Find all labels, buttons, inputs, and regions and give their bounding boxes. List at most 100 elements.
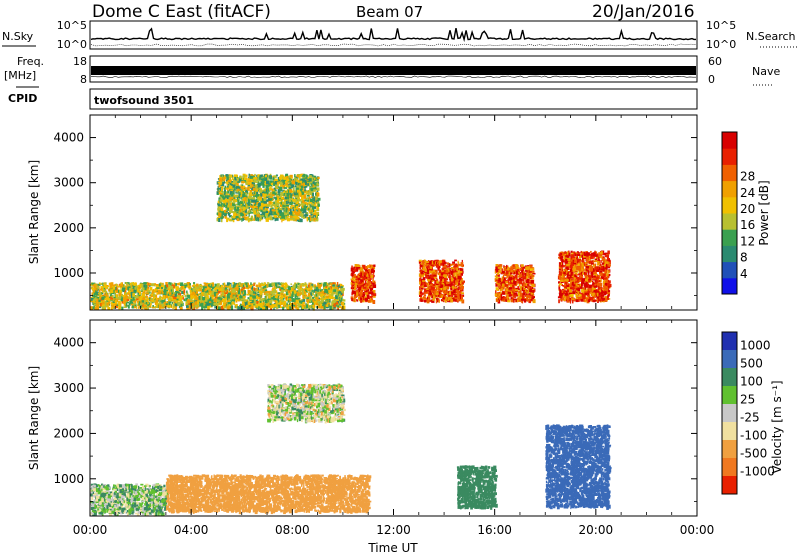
heatmap-cell xyxy=(362,266,365,269)
heatmap-cell xyxy=(249,284,252,288)
heatmap-cell xyxy=(418,291,421,296)
heatmap-cell xyxy=(205,283,208,287)
heatmap-cell xyxy=(366,273,369,277)
heatmap-cell xyxy=(587,275,591,280)
heatmap-cell xyxy=(603,297,607,301)
heatmap-cell xyxy=(564,296,567,300)
heatmap-cell xyxy=(529,268,533,271)
heatmap-cell xyxy=(511,294,513,297)
heatmap-cell xyxy=(429,294,431,297)
heatmap-cell xyxy=(219,288,223,291)
heatmap-cell xyxy=(599,297,602,301)
heatmap-cell xyxy=(103,283,105,286)
heatmap-cell xyxy=(168,282,171,285)
heatmap-cell xyxy=(511,289,515,292)
heatmap-cell xyxy=(173,300,176,303)
heatmap-cell xyxy=(290,295,293,299)
nsky-tick-high: 10^5 xyxy=(57,19,87,32)
heatmap-cell xyxy=(194,286,198,289)
heatmap-cell xyxy=(163,299,166,303)
heatmap-cell xyxy=(362,292,365,294)
heatmap-cell xyxy=(161,285,164,287)
heatmap-cell xyxy=(446,278,448,281)
heatmap-cell xyxy=(599,270,603,273)
heatmap-cell xyxy=(591,274,594,279)
heatmap-cell xyxy=(237,286,240,291)
heatmap-cell xyxy=(338,305,342,309)
heatmap-cell xyxy=(422,296,426,299)
heatmap-cell xyxy=(526,279,530,284)
heatmap-cell xyxy=(273,296,277,300)
heatmap-cell xyxy=(604,270,607,274)
heatmap-cell xyxy=(453,270,457,273)
heatmap-cell xyxy=(282,295,284,300)
heatmap-cell xyxy=(198,296,201,300)
heatmap-cell xyxy=(422,284,424,289)
heatmap-cell xyxy=(281,295,283,300)
heatmap-cell xyxy=(512,270,514,274)
heatmap-cell xyxy=(508,294,512,297)
heatmap-cell xyxy=(565,263,567,266)
heatmap-cell xyxy=(575,276,579,281)
heatmap-cell xyxy=(562,252,565,256)
heatmap-cell xyxy=(449,274,451,277)
heatmap-cell xyxy=(361,288,365,291)
heatmap-cell xyxy=(300,283,303,286)
heatmap-cell xyxy=(458,284,462,288)
heatmap-cell xyxy=(526,292,528,296)
heatmap-cell xyxy=(558,268,563,270)
heatmap-cell xyxy=(128,297,132,299)
heatmap-cell xyxy=(507,298,510,301)
heatmap-cell xyxy=(229,301,232,304)
heatmap-cell xyxy=(295,297,298,300)
heatmap-cell xyxy=(561,262,564,266)
heatmap-cell xyxy=(495,282,498,287)
heatmap-cell xyxy=(314,284,316,288)
heatmap-cell xyxy=(266,282,270,284)
heatmap-cell xyxy=(558,299,560,304)
heatmap-cell xyxy=(231,292,235,296)
heatmap-cell xyxy=(592,252,596,257)
heatmap-cell xyxy=(105,290,108,294)
heatmap-cell xyxy=(454,286,458,289)
heatmap-cell xyxy=(453,271,456,275)
heatmap-cell xyxy=(315,296,319,300)
heatmap-cell xyxy=(238,282,241,286)
heatmap-cell xyxy=(592,282,596,285)
heatmap-cell xyxy=(207,300,211,303)
heatmap-cell xyxy=(455,272,458,276)
heatmap-cell xyxy=(241,293,245,295)
heatmap-cell xyxy=(607,250,610,255)
heatmap-cell xyxy=(209,302,212,305)
heatmap-cell xyxy=(447,296,451,300)
heatmap-cell xyxy=(202,286,205,290)
heatmap-cell xyxy=(289,292,291,297)
heatmap-cell xyxy=(104,293,106,297)
heatmap-cell xyxy=(232,282,235,285)
heatmap-cell xyxy=(291,294,294,297)
heatmap-cell xyxy=(110,292,112,297)
heatmap-cell xyxy=(567,289,571,293)
heatmap-cell xyxy=(577,285,579,288)
heatmap-cell xyxy=(431,260,434,265)
heatmap-cell xyxy=(522,279,525,282)
heatmap-cell xyxy=(365,270,369,273)
heatmap-cell xyxy=(531,283,535,287)
heatmap-cell xyxy=(517,299,519,302)
heatmap-cell xyxy=(574,272,578,275)
heatmap-cell xyxy=(171,297,174,301)
heatmap-cell xyxy=(123,306,126,308)
heatmap-cell xyxy=(567,250,570,254)
heatmap-cell xyxy=(529,279,532,283)
heatmap-cell xyxy=(144,295,148,299)
heatmap-cell xyxy=(528,271,531,274)
heatmap-cell xyxy=(599,286,602,290)
heatmap-cell xyxy=(498,296,501,300)
heatmap-cell xyxy=(108,296,111,299)
heatmap-cell xyxy=(513,265,516,270)
heatmap-cell xyxy=(592,292,595,295)
beam-label: Beam 07 xyxy=(356,3,423,21)
heatmap-cell xyxy=(139,283,142,288)
heatmap-cell xyxy=(370,299,374,303)
heatmap-cell xyxy=(365,280,367,285)
